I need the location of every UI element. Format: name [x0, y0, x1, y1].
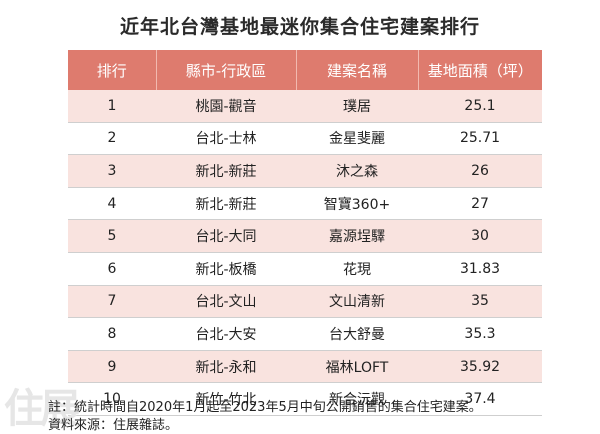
cell-rank: 8 [68, 317, 156, 351]
cell-project-name: 福林LOFT [296, 350, 418, 384]
table-row: 4 新北-新莊 智寶360+ 27 [68, 187, 542, 221]
cell-site-area: 26 [418, 154, 542, 188]
table-row: 8 台北-大安 台大舒曼 35.3 [68, 317, 542, 351]
cell-site-area: 35 [418, 285, 542, 319]
cell-rank: 7 [68, 285, 156, 319]
ranking-table: 排行 縣市-行政區 建案名稱 基地面積（坪） 1 桃園-觀音 璞居 25.1 2… [68, 50, 542, 416]
header-rank: 排行 [68, 50, 157, 90]
table-row: 9 新北-永和 福林LOFT 35.92 [68, 350, 542, 384]
cell-site-area: 30 [418, 219, 542, 253]
cell-site-area: 35.3 [418, 317, 542, 351]
cell-project-name: 新合沅觀 [296, 382, 418, 416]
cell-site-area: 27 [418, 187, 542, 221]
page-title: 近年北台灣基地最迷你集合住宅建案排行 [119, 16, 480, 38]
cell-region: 新北-新莊 [156, 187, 296, 221]
cell-region: 新北-永和 [156, 350, 296, 384]
footnote-source: 資料來源：住展雜誌。 [48, 418, 179, 433]
cell-project-name: 台大舒曼 [296, 317, 418, 351]
table-row: 2 台北-士林 金星斐麗 25.71 [68, 122, 542, 156]
cell-rank: 1 [68, 90, 156, 123]
table-row: 3 新北-新莊 沐之森 26 [68, 154, 542, 188]
cell-region: 台北-大安 [156, 317, 296, 351]
cell-project-name: 花現 [296, 252, 418, 286]
cell-site-area: 25.1 [418, 90, 542, 123]
header-project-name: 建案名稱 [296, 50, 419, 90]
cell-rank: 6 [68, 252, 156, 286]
table-row: 10 新竹-竹北 新合沅觀 37.4 [68, 382, 542, 416]
cell-site-area: 35.92 [418, 350, 542, 384]
table-header: 排行 縣市-行政區 建案名稱 基地面積（坪） [68, 50, 542, 90]
cell-region: 台北-文山 [156, 285, 296, 319]
header-site-area: 基地面積（坪） [418, 50, 542, 90]
table-row: 7 台北-文山 文山清新 35 [68, 285, 542, 319]
table-row: 6 新北-板橋 花現 31.83 [68, 252, 542, 286]
footnote-period: 註：統計時間自2020年1月起至2023年5月中旬公開銷售的集合住宅建案。 [48, 400, 482, 415]
cell-region: 台北-大同 [156, 219, 296, 253]
cell-project-name: 文山清新 [296, 285, 418, 319]
cell-rank: 9 [68, 350, 156, 384]
cell-site-area: 25.71 [418, 122, 542, 156]
table-row: 1 桃園-觀音 璞居 25.1 [68, 90, 542, 123]
cell-region: 台北-士林 [156, 122, 296, 156]
cell-project-name: 沐之森 [296, 154, 418, 188]
cell-region: 新北-新莊 [156, 154, 296, 188]
cell-rank: 5 [68, 219, 156, 253]
cell-project-name: 嘉源埕驛 [296, 219, 418, 253]
watermark-logo: 住展 [4, 385, 80, 432]
table-row: 5 台北-大同 嘉源埕驛 30 [68, 219, 542, 253]
cell-region: 新竹-竹北 [156, 382, 296, 416]
header-region: 縣市-行政區 [156, 50, 297, 90]
cell-rank: 10 [68, 382, 156, 416]
cell-project-name: 璞居 [296, 90, 418, 123]
cell-region: 新北-板橋 [156, 252, 296, 286]
cell-project-name: 金星斐麗 [296, 122, 418, 156]
cell-rank: 2 [68, 122, 156, 156]
cell-site-area: 37.4 [418, 382, 542, 416]
cell-region: 桃園-觀音 [156, 90, 296, 123]
cell-rank: 3 [68, 154, 156, 188]
cell-project-name: 智寶360+ [296, 187, 418, 221]
cell-rank: 4 [68, 187, 156, 221]
cell-site-area: 31.83 [418, 252, 542, 286]
